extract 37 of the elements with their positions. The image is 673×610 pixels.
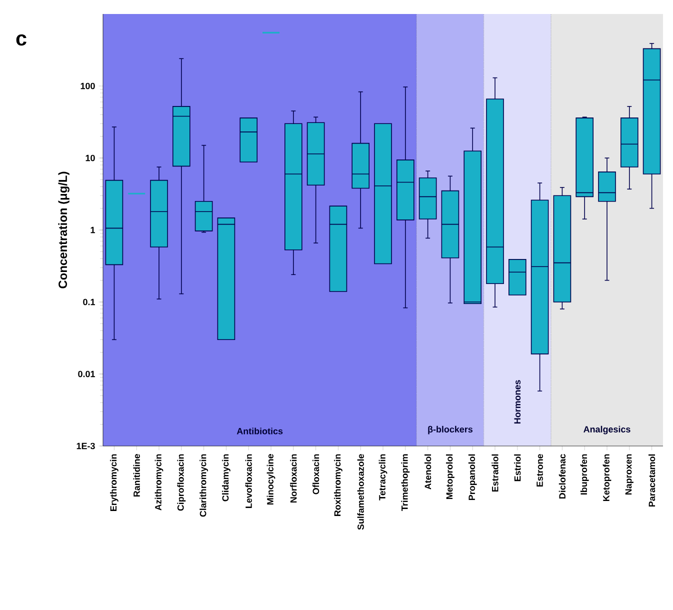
text: c (16, 34, 26, 46)
band-label: Hormones (514, 380, 521, 424)
y-tick-label: 0.1 (83, 298, 95, 306)
x-tick-label: Estradiol (492, 454, 498, 492)
x-tick-label: Minocylcine (266, 454, 276, 504)
x-tick-label: Estriol (514, 454, 521, 482)
x-tick-label: Propanolol (468, 454, 477, 500)
x-tick-label: Trimethoprim (401, 454, 410, 511)
x-tick-label: Levofloxacin (245, 454, 252, 508)
y-tick-label: 1 (90, 226, 95, 234)
x-tick-label: Roxithromycin (334, 454, 342, 516)
y-tick-label: 0.01 (78, 370, 95, 378)
x-tick-label: Clarithromycin (200, 454, 208, 517)
band-label: Analgesics (584, 426, 630, 434)
x-tick-label: Naproxen (625, 454, 634, 495)
x-tick-label: Clidamycin (222, 454, 230, 502)
x-tick-label: Ibuprofen (580, 454, 589, 495)
y-tick-label: 1E-3 (76, 442, 95, 450)
x-tick-label: Paracetamol (648, 454, 656, 506)
x-tick-label: Ketoprofen (602, 454, 612, 501)
y-tick-label: 100 (80, 82, 95, 90)
band-label: Antibiotics (236, 428, 283, 434)
x-tick-label: Ranitidine (133, 454, 140, 497)
x-tick-label: Ciprofloxacin (177, 454, 186, 511)
x-tick-label: Sulfamethoxazole (357, 454, 364, 530)
x-tick-label: Estrone (536, 454, 543, 487)
x-tick-label: Ofloxacin (312, 454, 320, 494)
x-tick-label: Metoprolol (446, 454, 454, 499)
x-tick-label: Erythromycin (110, 454, 118, 511)
band-label: β-blockers (428, 426, 473, 434)
y-tick-label: 10 (86, 154, 95, 162)
x-tick-label: Tetracyclin (378, 454, 388, 500)
x-tick-label: Atenolol (424, 454, 432, 490)
y-axis-title: Concentration (μg/L) (58, 172, 70, 288)
x-tick-label: Azithromycin (154, 454, 164, 510)
x-tick-label: Norfloxacin (290, 454, 297, 502)
x-tick-label: Diclofenac (558, 454, 566, 499)
